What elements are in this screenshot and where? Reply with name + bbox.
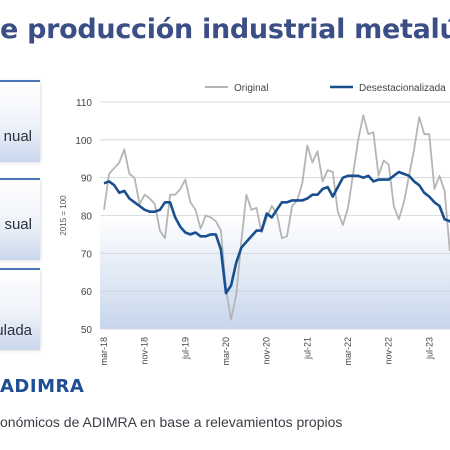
x-tick-label: nov-18: [140, 337, 150, 365]
indicator-card-label: nual: [3, 128, 32, 145]
x-tick-label: mar-20: [221, 337, 231, 366]
x-tick-label: mar-22: [343, 337, 353, 366]
indicator-card-annual[interactable]: nual: [0, 80, 40, 162]
y-tick-label: 50: [81, 325, 93, 336]
y-tick-label: 80: [81, 212, 93, 223]
y-tick-label: 70: [81, 249, 93, 260]
legend-label: Original: [234, 83, 268, 94]
source-note: onómicos de ADIMRA en base a relevamient…: [0, 414, 343, 430]
x-tick-label: jul-23: [424, 337, 434, 360]
series-line-desestacionalizada: [103, 170, 450, 295]
x-tick-label: mar-18: [99, 337, 109, 366]
legend-label: Desestacionalizada: [359, 83, 446, 94]
indicator-card-cumulative[interactable]: ulada: [0, 268, 40, 350]
y-axis-label: 2015 = 100: [59, 195, 68, 236]
y-tick-label: 90: [81, 174, 93, 185]
indicator-card-label: sual: [4, 216, 32, 233]
indicator-card-monthly[interactable]: sual: [0, 178, 40, 260]
y-tick-label: 110: [76, 98, 92, 109]
adimra-logo: ADIMRA: [0, 376, 85, 397]
y-tick-label: 100: [75, 136, 92, 147]
y-tick-label: 60: [81, 287, 93, 298]
x-tick-label: jul-19: [180, 337, 190, 360]
x-tick-label: jul-21: [302, 337, 312, 360]
indicator-card-label: ulada: [0, 322, 32, 339]
page-title: e producción industrial metalúrgica: [0, 14, 450, 45]
x-tick-label: nov-20: [262, 337, 272, 365]
x-tick-label: nov-22: [384, 337, 394, 365]
